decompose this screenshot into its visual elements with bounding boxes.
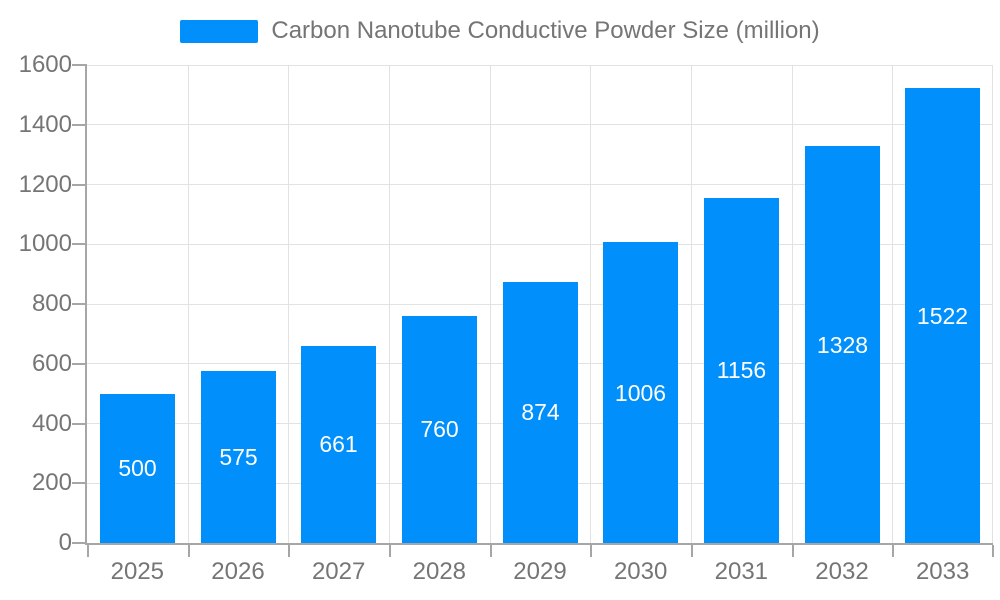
x-axis-label: 2026 [211, 558, 265, 585]
y-axis-label: 1600 [18, 51, 72, 78]
y-tick [72, 243, 87, 246]
bar-value-label: 575 [219, 444, 258, 471]
y-tick [72, 123, 87, 126]
x-axis-label: 2028 [412, 558, 467, 585]
x-gridline [992, 65, 993, 543]
x-axis-label: 2032 [815, 558, 869, 585]
x-gridline [389, 65, 390, 543]
x-tick [490, 545, 492, 557]
y-tick [72, 422, 87, 425]
x-gridline [288, 65, 289, 543]
y-axis-label: 1000 [18, 230, 72, 258]
bar-2029[interactable]: 874 [503, 281, 578, 543]
x-tick [992, 545, 994, 557]
bar-2033[interactable]: 1522 [905, 88, 980, 543]
x-axis-label: 2025 [110, 558, 165, 585]
y-axis-label: 200 [31, 469, 72, 497]
x-gridline [892, 65, 893, 543]
x-tick [590, 545, 592, 557]
y-tick [72, 303, 87, 305]
x-tick [691, 545, 693, 557]
y-axis-label: 1400 [18, 110, 72, 138]
x-tick [792, 545, 794, 557]
x-gridline [792, 65, 793, 543]
bar-value-label: 760 [420, 416, 459, 443]
x-tick [87, 545, 89, 557]
chart-legend[interactable]: Carbon Nanotube Conductive Powder Size (… [0, 16, 1000, 46]
bar-2025[interactable]: 500 [100, 393, 175, 543]
y-tick [72, 362, 87, 365]
y-axis-label: 600 [31, 349, 72, 377]
x-tick [389, 545, 391, 557]
y-tick [72, 542, 87, 544]
bar-value-label: 661 [319, 431, 358, 458]
y-axis-label: 1200 [18, 170, 72, 198]
x-axis-line [85, 543, 993, 545]
x-axis-label: 2031 [714, 558, 769, 585]
y-axis-label: 400 [31, 409, 72, 437]
x-gridline [188, 65, 189, 543]
x-gridline [490, 65, 491, 543]
bar-value-label: 500 [118, 455, 157, 482]
legend-swatch [180, 19, 259, 43]
y-gridline [87, 243, 993, 245]
x-axis-label: 2029 [513, 558, 567, 585]
bar-value-label: 874 [521, 399, 560, 426]
y-axis-label: 800 [31, 290, 72, 317]
bar-2031[interactable]: 1156 [704, 197, 779, 543]
x-axis-label: 2030 [613, 558, 668, 585]
bar-2026[interactable]: 575 [201, 371, 276, 543]
y-gridline [87, 124, 993, 126]
y-axis-line [85, 65, 87, 545]
y-gridline [87, 64, 993, 66]
x-tick [892, 545, 894, 557]
x-gridline [691, 65, 692, 543]
bar-2030[interactable]: 1006 [603, 242, 678, 543]
bar-2032[interactable]: 1328 [805, 146, 880, 543]
x-tick [288, 545, 290, 557]
bar-value-label: 1328 [816, 331, 869, 358]
bar-value-label: 1006 [614, 379, 667, 406]
x-axis-label: 2033 [915, 558, 970, 585]
y-tick [72, 183, 87, 186]
bar-value-label: 1522 [916, 302, 969, 329]
x-gridline [590, 65, 591, 543]
y-tick [72, 64, 87, 66]
x-tick [188, 545, 190, 557]
bar-2028[interactable]: 760 [402, 315, 477, 543]
y-gridline [87, 184, 993, 185]
plot-area: 500 575 661 760 874 1006 1156 1328 1522 [87, 64, 993, 543]
y-tick [72, 482, 87, 485]
bar-2027[interactable]: 661 [301, 345, 376, 543]
x-axis-label: 2027 [311, 558, 366, 585]
y-axis-label: 0 [58, 529, 72, 556]
legend-label: Carbon Nanotube Conductive Powder Size (… [271, 17, 820, 44]
bar-value-label: 1156 [716, 357, 767, 384]
